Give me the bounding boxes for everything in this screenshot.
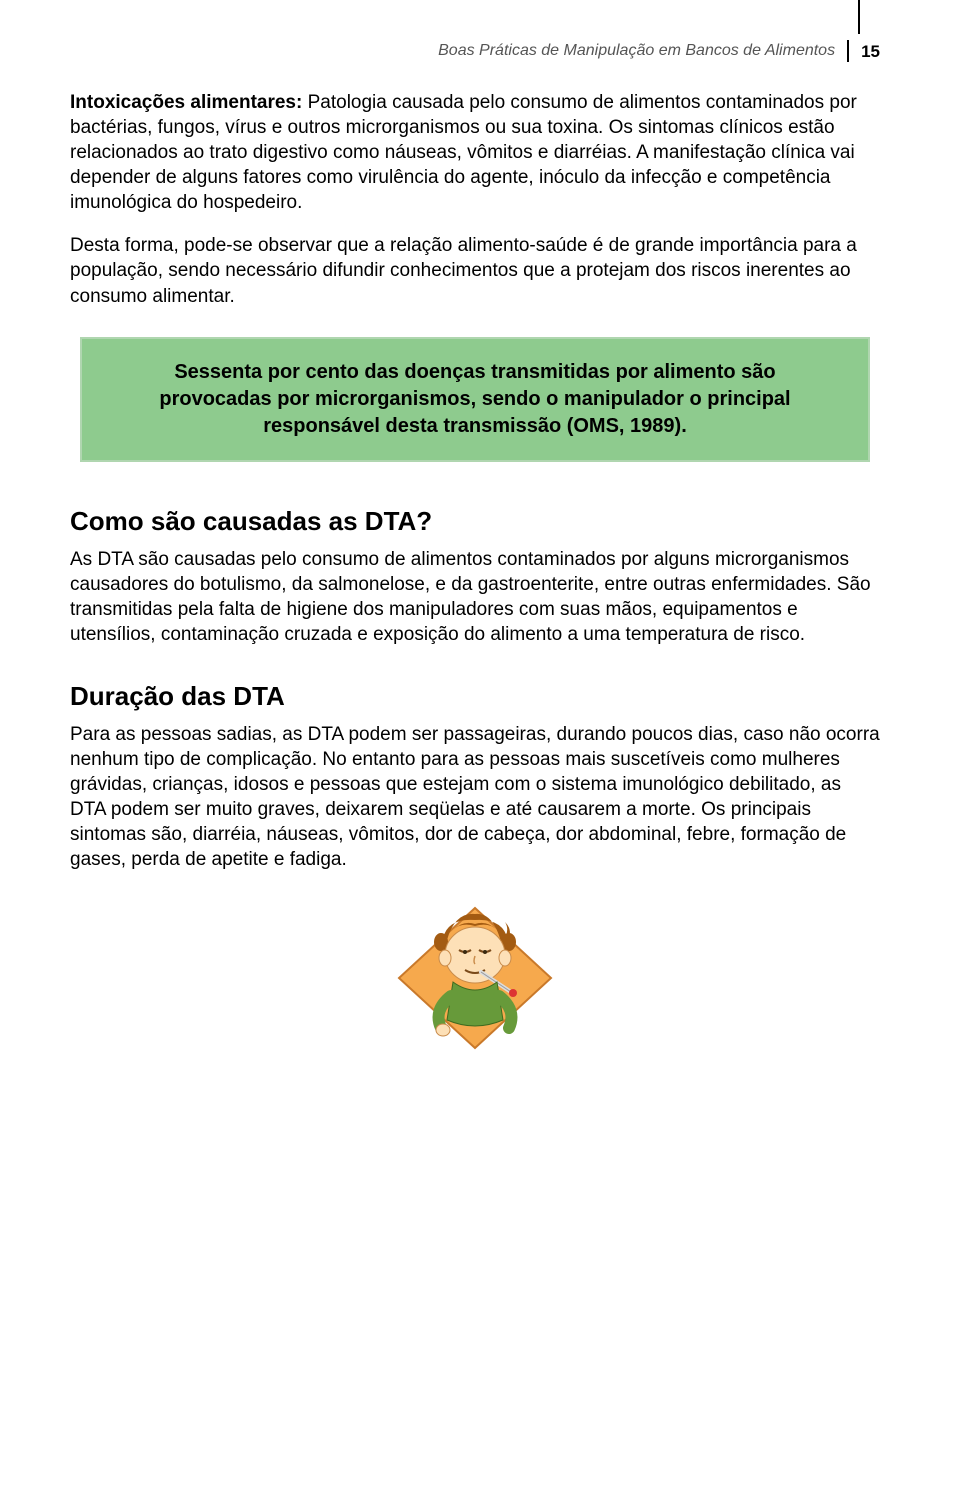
heading-como-causadas: Como são causadas as DTA? (70, 506, 880, 537)
sick-child-icon (393, 900, 558, 1055)
page-number-cell: 15 (847, 40, 880, 62)
heading-duracao: Duração das DTA (70, 681, 880, 712)
paragraph-como-causadas: As DTA são causadas pelo consumo de alim… (70, 547, 880, 647)
paragraph-duracao: Para as pessoas sadias, as DTA podem ser… (70, 722, 880, 872)
paragraph-intoxicacoes: Intoxicações alimentares: Patologia caus… (70, 90, 880, 215)
running-title: Boas Práticas de Manipulação em Bancos d… (438, 40, 847, 62)
paragraph-lead-bold: Intoxicações alimentares: (70, 92, 302, 113)
illustration-wrap (70, 900, 880, 1055)
page-container: Boas Práticas de Manipulação em Bancos d… (0, 0, 960, 1095)
page-number: 15 (861, 40, 880, 62)
header-vertical-divider (858, 0, 860, 34)
sick-child-illustration (393, 900, 558, 1055)
callout-box: Sessenta por cento das doenças transmiti… (80, 337, 870, 462)
paragraph-relacao-alimento-saude: Desta forma, pode-se observar que a rela… (70, 233, 880, 308)
running-header: Boas Práticas de Manipulação em Bancos d… (70, 40, 880, 62)
